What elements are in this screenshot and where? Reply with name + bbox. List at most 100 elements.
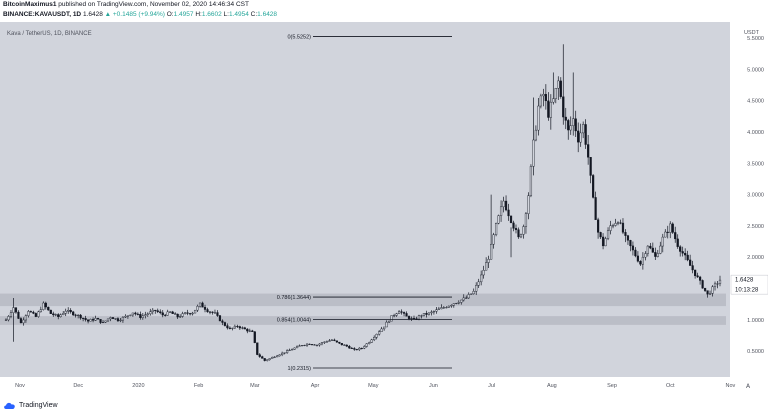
candle-body <box>64 310 67 314</box>
candle-body <box>335 340 338 343</box>
candle-body <box>218 315 222 322</box>
candle-body <box>405 313 408 317</box>
candle-body <box>67 310 70 312</box>
candle-body <box>432 311 436 313</box>
candle-body <box>569 125 572 131</box>
candle-body <box>82 317 85 319</box>
candle-body <box>492 234 495 245</box>
candle-body <box>532 139 535 167</box>
tradingview-logo[interactable]: TradingView <box>3 401 58 410</box>
y-tick-label: 5.5000 <box>747 36 764 42</box>
candle-body <box>328 340 331 342</box>
ohlc-line: BINANCE:KAVAUSDT, 1D 1.6428 ▲ +0.1485 (+… <box>3 11 277 18</box>
scale-toggle-icon[interactable]: A <box>746 383 751 390</box>
candle-body <box>592 175 595 198</box>
candle-body <box>666 231 669 233</box>
publish-line: BitcoinMaximus1 published on TradingView… <box>3 1 249 8</box>
candle-body <box>706 290 709 295</box>
candle-body <box>343 344 346 346</box>
brand-label: TradingView <box>19 402 58 409</box>
low-label: L: <box>223 11 229 18</box>
candle-body <box>380 328 383 332</box>
candle-body <box>519 234 523 238</box>
support-zone <box>0 316 726 325</box>
candle-body <box>338 341 341 344</box>
candle-body <box>52 313 55 316</box>
candle-body <box>179 316 182 318</box>
candle-body <box>412 317 416 319</box>
cloud-logo-icon <box>4 402 15 409</box>
candle-body <box>325 341 329 343</box>
candle-body <box>251 330 254 332</box>
candle-body <box>333 339 336 341</box>
candle-body <box>171 311 174 314</box>
candle-body <box>288 349 291 351</box>
candle-body <box>629 240 632 247</box>
time-axis-bg <box>0 377 768 398</box>
x-tick-label: Sep <box>607 383 617 389</box>
candle-body <box>186 312 189 314</box>
candle-body <box>136 313 139 315</box>
x-tick-label: Oct <box>666 383 675 389</box>
candle-body <box>283 352 286 354</box>
candle-body <box>582 124 585 134</box>
candle-body <box>308 343 311 345</box>
candle-body <box>452 303 455 306</box>
candle-body <box>517 229 520 238</box>
candle-body <box>276 355 279 358</box>
price-axis[interactable]: 5.5000 5.0000 4.5000 4.0000 3.5000 3.0000 2.50… <box>747 36 764 355</box>
candle-body <box>562 96 565 118</box>
candle-body <box>305 343 309 346</box>
fib-retracement[interactable]: 0(5.5252) 0.786(1.3644) 0.854(1.0044) 1(0.2… <box>277 34 452 372</box>
candle-body <box>44 302 47 308</box>
candle-body <box>552 98 555 103</box>
candle-body <box>129 314 132 316</box>
chart-area[interactable]: 0(5.5252) 0.786(1.3644) 0.854(1.0044) 1(0.2… <box>0 22 768 398</box>
candle-body <box>368 342 371 344</box>
candle-body <box>258 354 261 357</box>
candle-body <box>604 238 607 247</box>
candle-body <box>512 222 515 229</box>
candle-body <box>564 116 567 121</box>
candle-body <box>574 118 577 132</box>
chart-title: Kava / TetherUS, 1D, BINANCE <box>7 31 92 37</box>
candle-body <box>211 311 214 313</box>
x-tick-label: Jul <box>488 383 495 389</box>
unit-label: USDT <box>744 30 760 36</box>
candle-body <box>417 315 421 320</box>
candle-body <box>121 316 125 321</box>
candle-body <box>101 322 105 324</box>
candle-body <box>323 341 326 343</box>
candle-body <box>290 349 294 351</box>
candle-body <box>315 344 319 346</box>
candle-body <box>654 252 657 257</box>
candle-body <box>601 236 605 247</box>
candle-body <box>462 297 465 301</box>
candle-body <box>499 206 503 216</box>
candle-body <box>124 315 127 318</box>
candle-body <box>621 222 625 233</box>
candle-body <box>295 346 299 349</box>
candle-body <box>537 105 540 131</box>
support-zones <box>0 293 726 325</box>
candle-body <box>527 195 530 214</box>
candle-body <box>231 327 234 329</box>
candle-body <box>330 339 334 341</box>
high-value: 1.6602 <box>201 11 222 18</box>
author-name[interactable]: BitcoinMaximus1 <box>3 1 57 8</box>
candle-body <box>402 312 406 314</box>
x-tick-label: Dec <box>73 383 83 389</box>
time-axis[interactable]: Nov Dec 2020 Feb Mar Apr May Jun Jul Aug Sep Oct Nov <box>0 377 768 398</box>
y-tick-label: 4.5000 <box>747 99 764 105</box>
candle-body <box>266 359 269 361</box>
y-tick-label: 3.5000 <box>747 161 764 167</box>
candle-body <box>358 347 361 350</box>
candle-body <box>228 327 232 329</box>
price-chart[interactable]: 0(5.5252) 0.786(1.3644) 0.854(1.0044) 1(0.2… <box>0 22 768 398</box>
candle-body <box>89 319 92 322</box>
candle-body <box>126 315 130 317</box>
candle-body <box>109 317 112 320</box>
candle-body <box>664 231 667 238</box>
candle-body <box>542 94 545 97</box>
symbol-label[interactable]: BINANCE:KAVAUSDT, 1D <box>3 11 82 18</box>
